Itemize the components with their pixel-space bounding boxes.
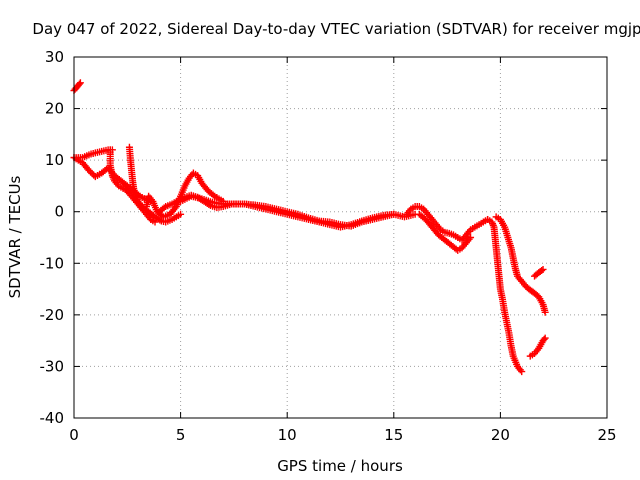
x-tick-label: 5 — [176, 426, 186, 444]
chart-title: Day 047 of 2022, Sidereal Day-to-day VTE… — [32, 20, 640, 38]
data-point — [541, 308, 549, 316]
y-tick-label: 0 — [54, 203, 64, 221]
x-tick-label: 25 — [597, 426, 616, 444]
data-point — [467, 234, 475, 241]
data-point — [76, 79, 84, 87]
x-axis-label: GPS time / hours — [277, 457, 403, 475]
data-point — [171, 204, 179, 212]
plot-frame — [73, 56, 608, 419]
series-trace-l — [484, 215, 526, 376]
series-trace-a — [70, 79, 84, 95]
data-point — [85, 166, 93, 174]
data-point — [390, 210, 398, 218]
data-points — [70, 79, 549, 376]
data-point — [87, 168, 95, 176]
grid — [74, 57, 607, 418]
data-point — [75, 80, 83, 88]
y-tick-label: -40 — [40, 409, 65, 427]
y-axis-label: SDTVAR / TECUs — [6, 175, 24, 298]
series-trace-k — [415, 210, 475, 254]
y-tick-label: 30 — [45, 48, 64, 66]
series-trace-m — [492, 213, 549, 316]
y-tick-label: 20 — [45, 100, 64, 118]
x-tick-label: 20 — [491, 426, 510, 444]
data-point — [209, 191, 217, 199]
data-point — [489, 221, 497, 229]
x-tick-label: 10 — [278, 426, 297, 444]
data-point — [88, 170, 96, 178]
data-point — [539, 265, 547, 273]
series-trace-n — [526, 334, 549, 360]
series-trace-o — [531, 265, 547, 280]
data-point — [538, 267, 546, 275]
data-point — [160, 204, 168, 212]
x-tick-label: 0 — [69, 426, 79, 444]
data-point — [541, 334, 549, 342]
series-trace-i — [219, 200, 398, 231]
data-point — [177, 210, 185, 218]
series-trace-e — [125, 143, 185, 226]
y-tick-label: -30 — [40, 357, 65, 375]
y-tick-label: 10 — [45, 151, 64, 169]
ticks: 0 5 10 15 20 25 -40 -30 -20 -10 0 10 20 30 — [40, 48, 617, 444]
series-trace-j — [403, 203, 492, 244]
y-tick-label: -10 — [40, 254, 65, 272]
y-tick-label: -20 — [40, 306, 65, 324]
data-point — [518, 368, 526, 376]
x-tick-label: 15 — [384, 426, 403, 444]
data-point — [540, 335, 548, 343]
